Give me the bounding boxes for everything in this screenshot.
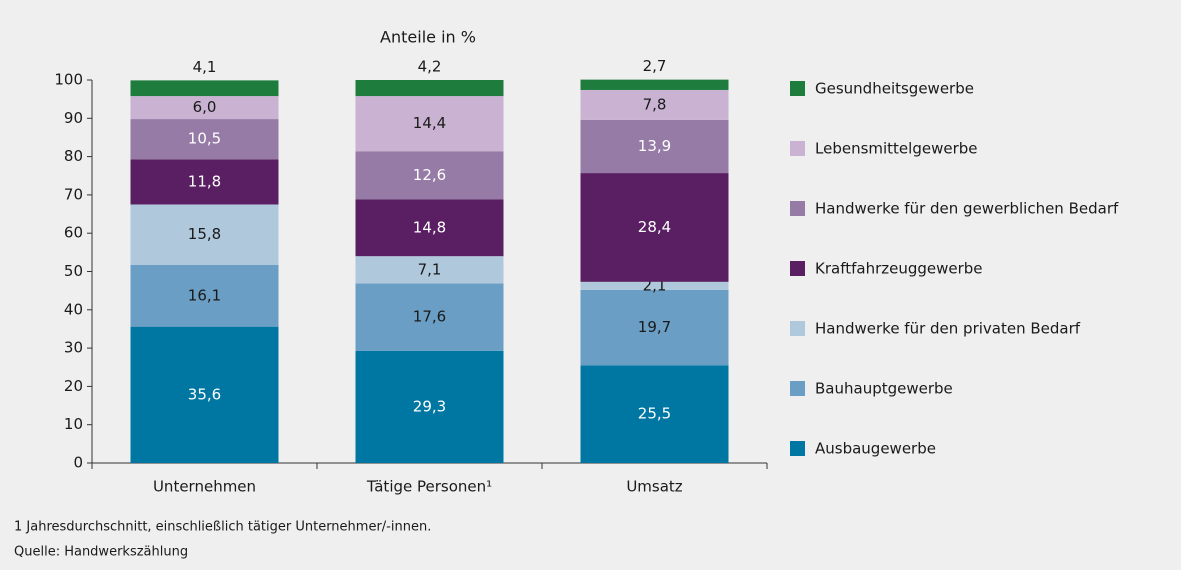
bar-segment xyxy=(355,96,504,152)
bar-segment xyxy=(130,96,279,120)
legend-swatch xyxy=(790,141,805,156)
y-tick-label: 50 xyxy=(64,262,83,280)
legend-label: Handwerke für den gewerblichen Bedarf xyxy=(815,200,1119,218)
data-label: 2,7 xyxy=(643,57,667,75)
x-tick-label: Umsatz xyxy=(626,478,682,496)
data-label: 11,8 xyxy=(188,172,221,190)
bar-segment xyxy=(130,264,279,327)
data-label: 6,0 xyxy=(193,98,217,116)
y-tick-label: 80 xyxy=(64,147,83,165)
data-label: 4,1 xyxy=(193,58,217,76)
bar-segment xyxy=(130,80,279,97)
bar-segment xyxy=(355,256,504,284)
data-label: 7,1 xyxy=(418,260,442,278)
bar-segment xyxy=(355,151,504,200)
bar-segment xyxy=(580,119,729,174)
x-tick-label: Tätige Personen¹ xyxy=(366,478,492,496)
bar-segment xyxy=(130,326,279,463)
legend-label: Handwerke für den privaten Bedarf xyxy=(815,320,1081,338)
data-label: 17,6 xyxy=(413,308,446,326)
bar-segment xyxy=(355,350,504,463)
footnote: Quelle: Handwerkszählung xyxy=(14,545,188,560)
data-label: 25,5 xyxy=(638,405,671,423)
y-tick-label: 90 xyxy=(64,109,83,127)
legend-swatch xyxy=(790,261,805,276)
bar-segment xyxy=(355,283,504,351)
data-label: 19,7 xyxy=(638,318,671,336)
legend-label: Gesundheitsgewerbe xyxy=(815,80,974,98)
bar-segment xyxy=(580,281,729,290)
y-tick-label: 0 xyxy=(73,454,83,472)
y-tick-label: 40 xyxy=(64,300,83,318)
y-tick-label: 60 xyxy=(64,224,83,242)
legend-swatch xyxy=(790,381,805,396)
y-tick-label: 100 xyxy=(54,71,83,89)
legend-swatch xyxy=(790,201,805,216)
data-label: 13,9 xyxy=(638,137,671,155)
y-tick-label: 10 xyxy=(64,415,83,433)
data-label: 7,8 xyxy=(643,95,667,113)
bar-segment xyxy=(130,204,279,265)
bar-segment xyxy=(130,159,279,205)
bar-segment xyxy=(580,89,729,120)
legend-label: Lebensmittelgewerbe xyxy=(815,140,978,158)
data-label: 14,8 xyxy=(413,218,446,236)
bar-segment xyxy=(355,80,504,97)
data-label: 29,3 xyxy=(413,397,446,415)
legend-swatch xyxy=(790,321,805,336)
bar-segment xyxy=(580,173,729,282)
legend-label: Kraftfahrzeuggewerbe xyxy=(815,260,983,278)
legend-swatch xyxy=(790,81,805,96)
data-label: 4,2 xyxy=(418,58,442,76)
bar-segment xyxy=(580,365,729,463)
bar-segment xyxy=(355,199,504,257)
data-label: 16,1 xyxy=(188,286,221,304)
legend-label: Ausbaugewerbe xyxy=(815,440,936,458)
y-axis-label: Anteile in % xyxy=(380,28,476,47)
bar-segment xyxy=(580,289,729,366)
legend-swatch xyxy=(790,441,805,456)
bar-segment xyxy=(580,79,729,90)
footnote: 1 Jahresdurchschnitt, einschließlich tät… xyxy=(14,520,431,535)
y-tick-label: 20 xyxy=(64,377,83,395)
bar-segment xyxy=(130,119,279,160)
data-label: 12,6 xyxy=(413,166,446,184)
y-tick-label: 30 xyxy=(64,339,83,357)
data-label: 14,4 xyxy=(413,114,446,132)
data-label: 10,5 xyxy=(188,130,221,148)
data-label: 15,8 xyxy=(188,225,221,243)
y-tick-label: 70 xyxy=(64,185,83,203)
data-label: 28,4 xyxy=(638,218,671,236)
data-label: 35,6 xyxy=(188,385,221,403)
x-tick-label: Unternehmen xyxy=(153,478,256,496)
legend-label: Bauhauptgewerbe xyxy=(815,380,953,398)
